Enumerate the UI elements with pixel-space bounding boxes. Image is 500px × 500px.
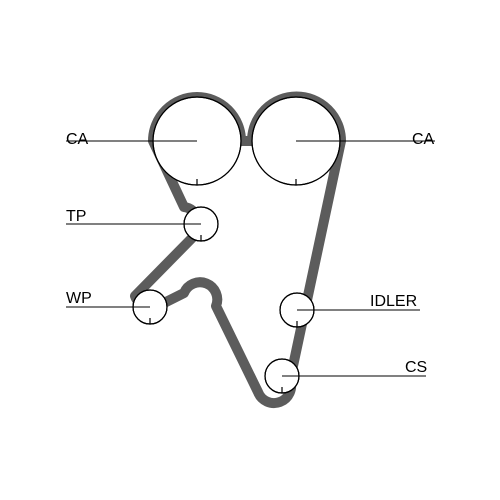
label-idler: IDLER	[370, 293, 417, 310]
label-wp: WP	[66, 290, 92, 307]
label-tp: TP	[66, 208, 86, 225]
belt-diagram: CA CA TP WP IDLER CS	[0, 0, 500, 500]
label-ca_left: CA	[66, 131, 89, 148]
label-ca_right: CA	[412, 131, 435, 148]
label-cs: CS	[405, 359, 427, 376]
